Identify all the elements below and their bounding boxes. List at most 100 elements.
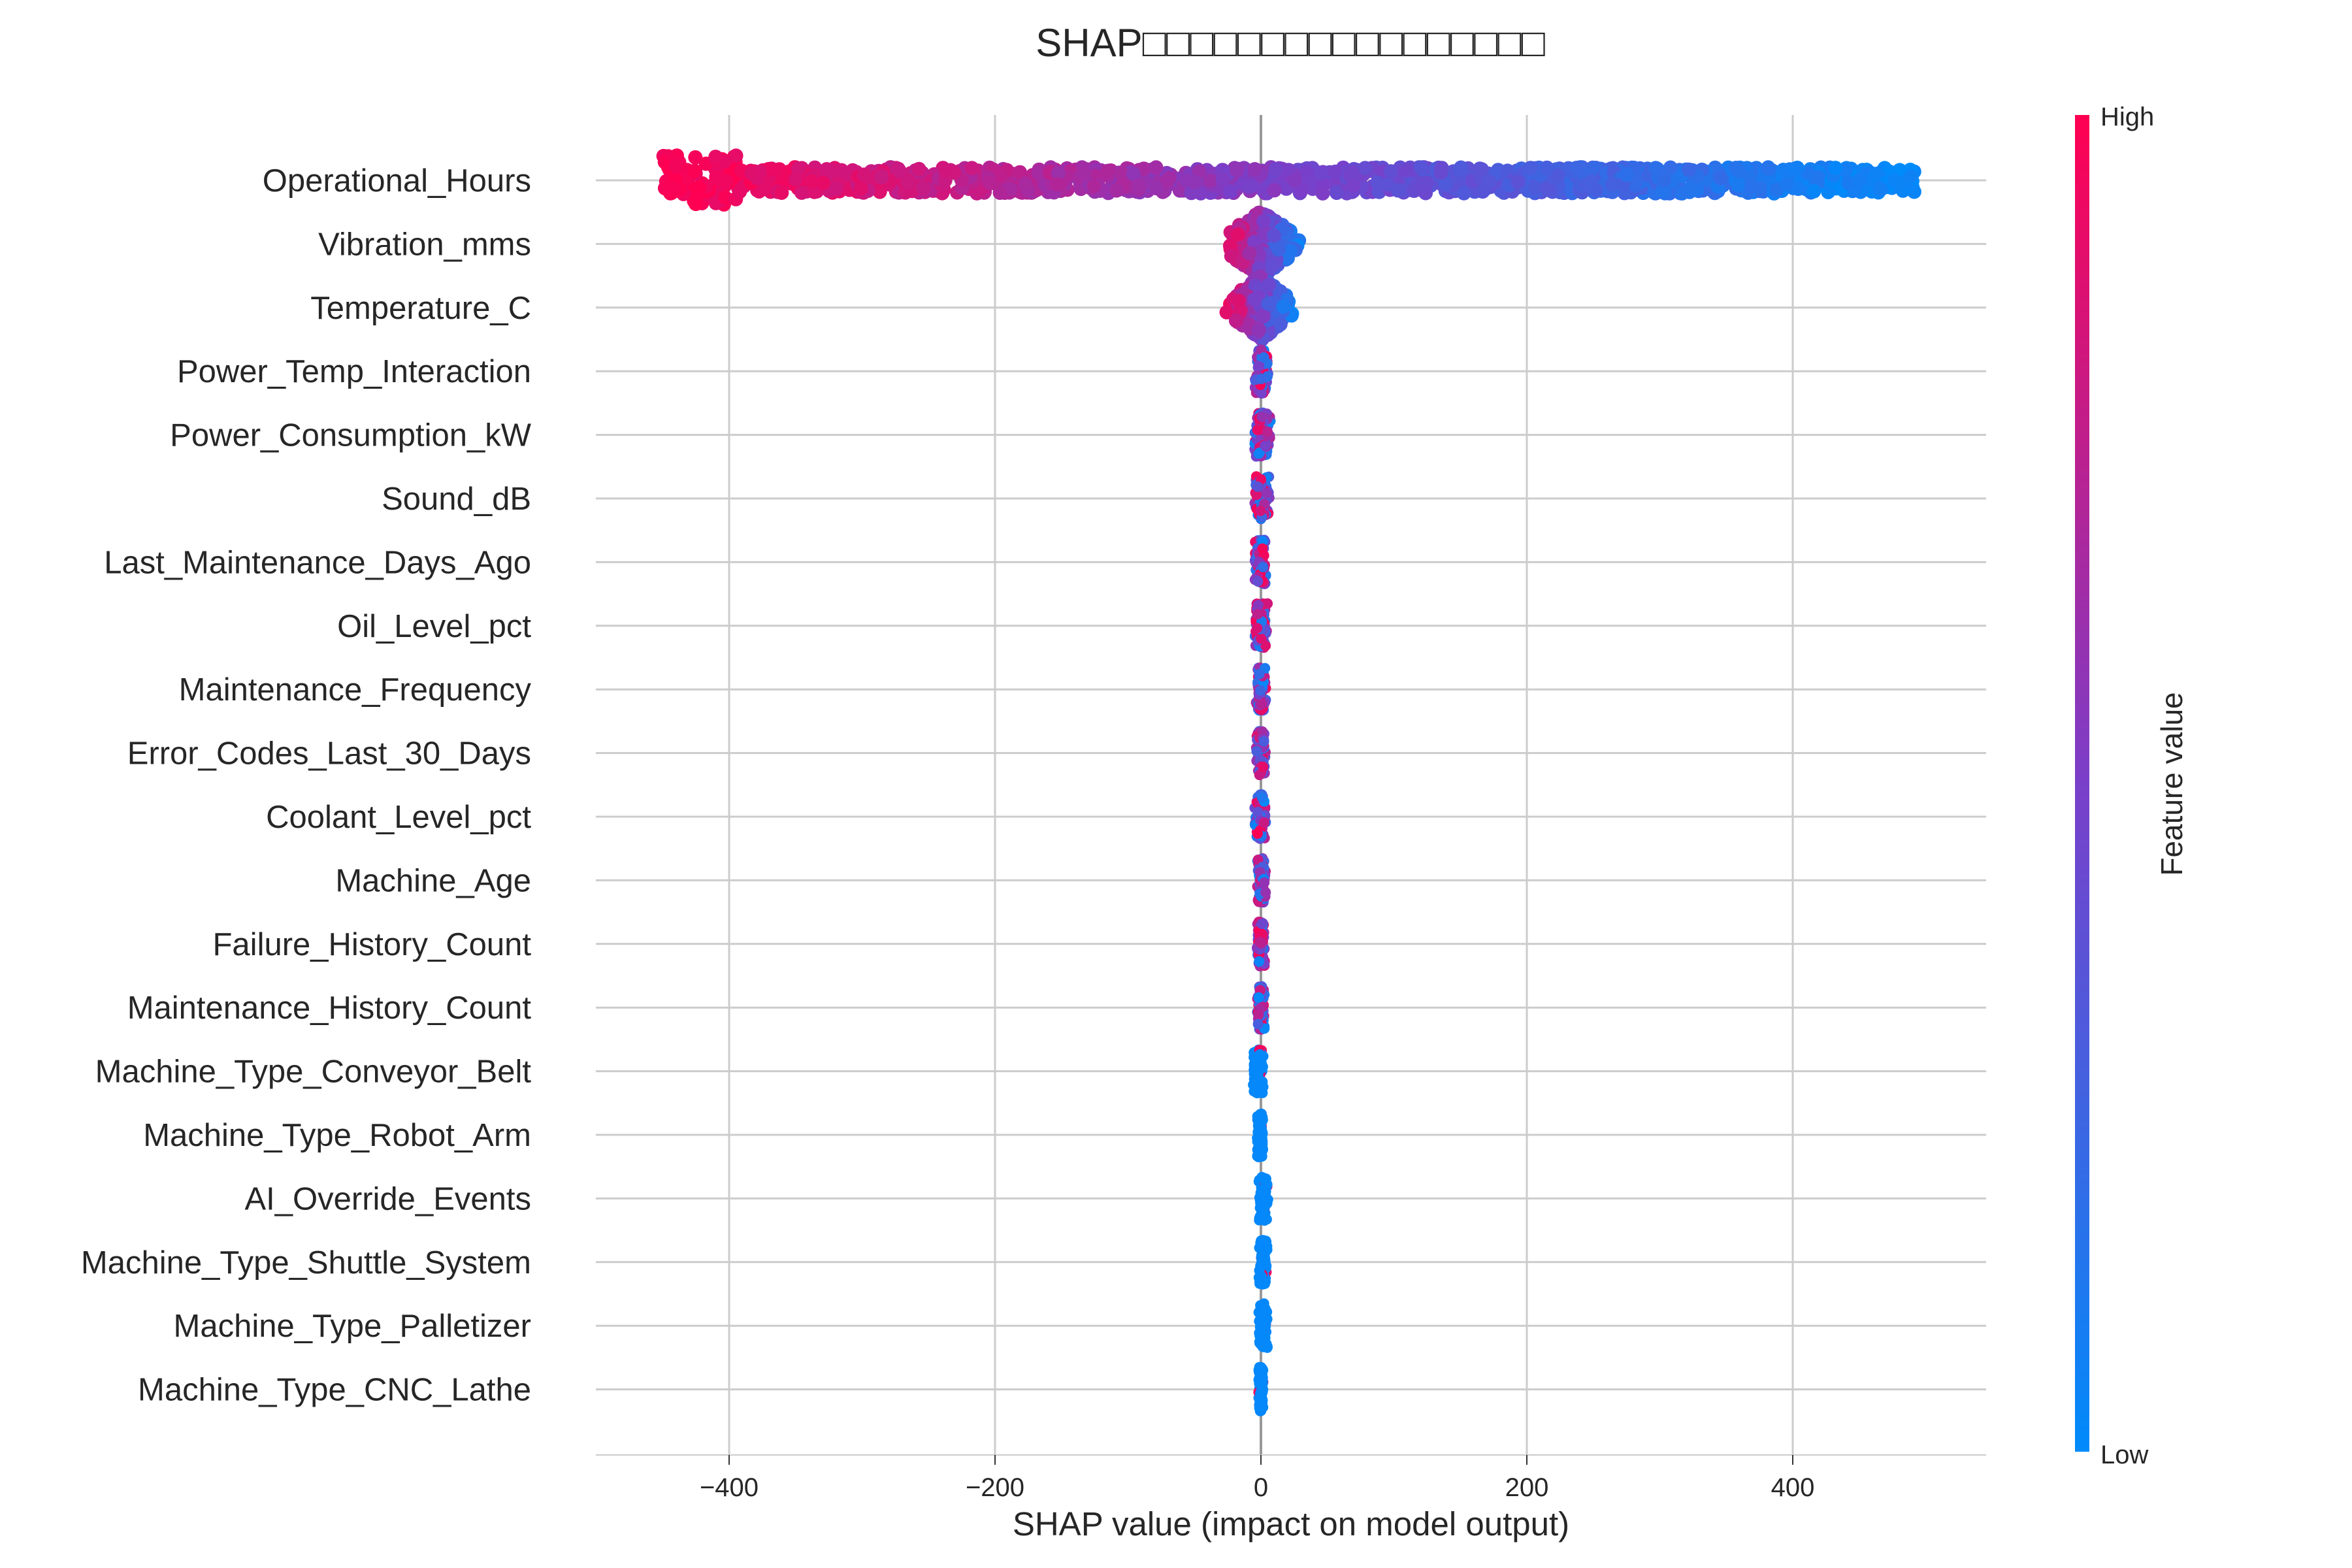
shap-point xyxy=(1256,308,1271,323)
shap-point xyxy=(1256,1313,1267,1324)
shap-point xyxy=(1254,668,1265,679)
shap-point xyxy=(1256,214,1271,229)
shap-point xyxy=(1262,426,1273,437)
shap-point xyxy=(668,159,683,174)
shap-point xyxy=(1511,174,1526,189)
shap-point xyxy=(1253,600,1264,610)
shap-point xyxy=(1253,992,1264,1003)
shap-point xyxy=(1261,297,1276,311)
shap-point xyxy=(1648,161,1663,176)
shap-point xyxy=(1223,184,1238,199)
shap-point xyxy=(1619,167,1634,182)
shap-point xyxy=(1229,163,1244,178)
shap-point xyxy=(692,180,706,195)
feature-points-Last_Maintenance_Days_Ago xyxy=(1249,534,1271,589)
shap-point xyxy=(1253,448,1264,459)
shap-point xyxy=(1260,1277,1270,1288)
feature-label: AI_Override_Events xyxy=(245,1181,532,1217)
shap-point xyxy=(1329,186,1344,201)
shap-point xyxy=(1258,1337,1269,1348)
shap-point xyxy=(1294,183,1309,198)
shap-point xyxy=(1346,178,1361,193)
shap-point xyxy=(1256,1056,1267,1067)
feature-label: Power_Temp_Interaction xyxy=(177,354,531,389)
shap-point xyxy=(1215,172,1230,187)
shap-point xyxy=(1589,183,1604,198)
shap-point xyxy=(728,148,743,163)
feature-points-Machine_Type_Conveyor_Belt xyxy=(1248,1044,1269,1099)
shap-point xyxy=(1482,174,1497,189)
shap-point xyxy=(1260,887,1271,898)
shap-point xyxy=(1713,171,1728,186)
shap-point xyxy=(1252,1019,1264,1030)
shap-point xyxy=(1254,956,1265,967)
shap-point xyxy=(1252,425,1263,436)
shap-point xyxy=(1254,361,1265,372)
feature-label: Vibration_mms xyxy=(318,227,531,262)
shap-point xyxy=(1149,160,1164,175)
shap-point xyxy=(1258,1207,1268,1218)
shap-point xyxy=(1257,543,1268,554)
shap-point xyxy=(1126,167,1141,182)
shap-point xyxy=(874,170,889,185)
shap-point xyxy=(757,182,772,197)
feature-label: Sound_dB xyxy=(382,482,531,517)
feature-label: Temperature_C xyxy=(310,291,531,326)
shap-point xyxy=(853,181,868,196)
shap-point xyxy=(1539,161,1554,176)
shap-point xyxy=(1390,183,1405,198)
shap-point xyxy=(1192,164,1207,179)
shap-point xyxy=(1252,1079,1263,1090)
shap-point xyxy=(1416,176,1430,191)
shap-point xyxy=(1254,1265,1265,1276)
shap-point xyxy=(1255,506,1266,516)
shap-point xyxy=(816,175,831,190)
feature-points-Coolant_Level_pct xyxy=(1249,789,1271,844)
shap-point xyxy=(1186,174,1201,189)
shap-point xyxy=(1731,178,1746,193)
shap-point xyxy=(1254,1118,1265,1129)
shap-point xyxy=(964,161,979,176)
shap-point xyxy=(1203,173,1218,188)
shap-point xyxy=(900,175,915,189)
shap-point xyxy=(1414,160,1429,175)
shap-point xyxy=(1254,936,1266,947)
shap-point xyxy=(1791,181,1806,196)
shap-point xyxy=(1868,168,1883,183)
shap-point xyxy=(1252,609,1263,619)
shap-point xyxy=(1256,633,1267,644)
shap-point xyxy=(1299,164,1315,179)
shap-point xyxy=(1266,228,1281,243)
shap-point xyxy=(1109,183,1124,198)
shap-point xyxy=(1224,249,1239,263)
shap-point xyxy=(1605,176,1620,191)
shap-point xyxy=(1230,227,1245,242)
shap-point xyxy=(1259,877,1270,888)
shap-point xyxy=(1810,169,1825,184)
shap-point xyxy=(1231,293,1246,308)
shap-point xyxy=(1683,181,1698,196)
shap-point xyxy=(1258,352,1269,363)
feature-points-Machine_Type_Robot_Arm xyxy=(1252,1108,1268,1162)
shap-point xyxy=(1149,181,1164,196)
shap-point xyxy=(911,161,926,176)
shap-point xyxy=(1282,244,1298,259)
shap-point xyxy=(1903,169,1918,184)
shap-point xyxy=(719,174,734,189)
shap-point xyxy=(1806,184,1821,199)
shap-point xyxy=(982,175,997,190)
shap-point xyxy=(992,168,1007,183)
shap-point xyxy=(1261,488,1272,498)
shap-point xyxy=(1399,163,1414,178)
shap-point xyxy=(708,150,723,165)
shap-point xyxy=(1744,179,1759,194)
shap-point xyxy=(1841,176,1856,191)
shap-point xyxy=(1313,166,1328,181)
feature-label: Machine_Age xyxy=(335,863,531,898)
colorbar-low-label: Low xyxy=(2100,1441,2148,1469)
shap-point xyxy=(1305,178,1320,193)
shap-point xyxy=(1550,168,1565,183)
shap-point xyxy=(789,172,804,187)
shap-point xyxy=(1681,162,1696,177)
